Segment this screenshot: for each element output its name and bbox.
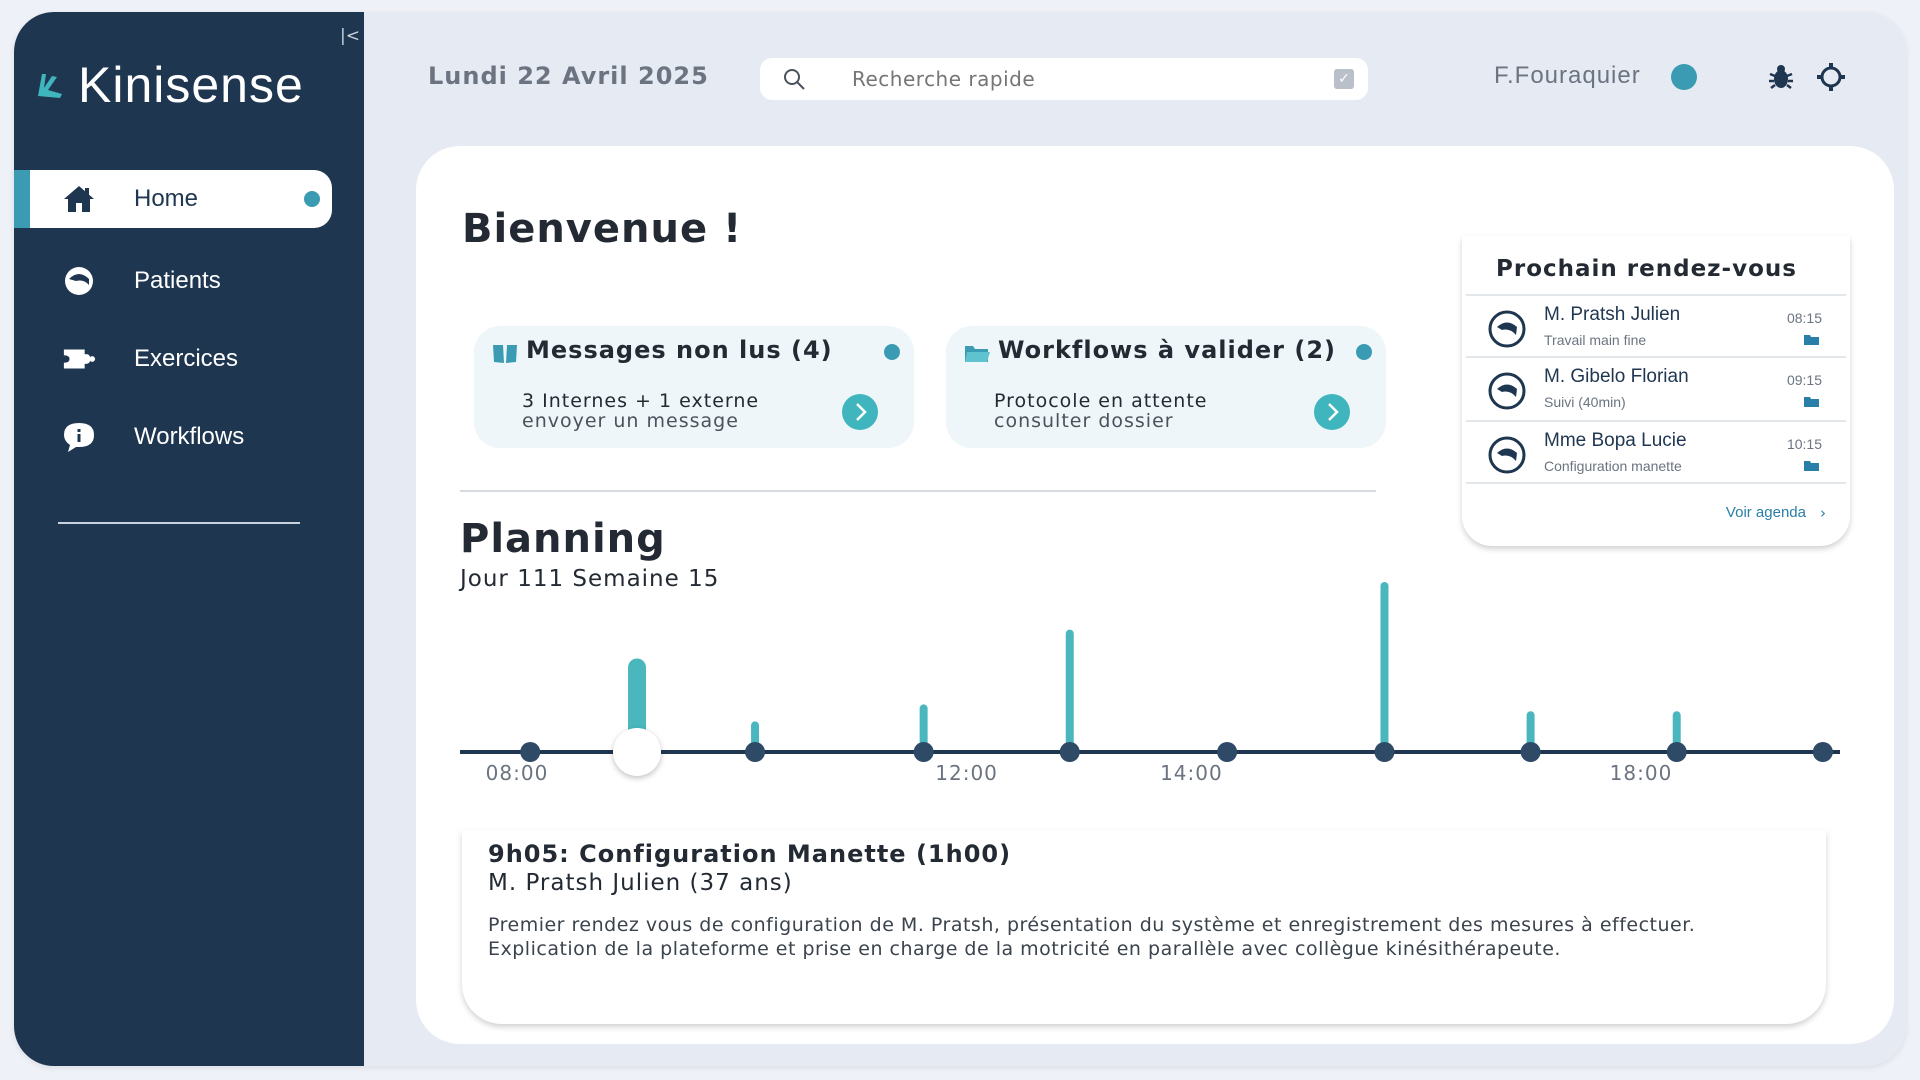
welcome-title: Bienvenue ! [462, 206, 743, 252]
sidebar-item-label: Patients [134, 267, 221, 294]
appointments-title: Prochain rendez-vous [1496, 256, 1797, 282]
appointment-row[interactable]: Mme Bopa Lucie Configuration manette 10:… [1466, 420, 1846, 484]
appointment-row[interactable]: M. Pratsh Julien Travail main fine 08:15 [1466, 294, 1846, 358]
app-logo: Kinisense [34, 56, 304, 114]
timeline-event-bar[interactable] [1672, 711, 1681, 752]
appointment-time: 10:15 [1786, 436, 1822, 452]
detail-description-line-1: Premier rendez vous de configuration de … [488, 914, 1696, 936]
patient-avatar-icon [1488, 310, 1526, 348]
settings-gear-icon[interactable] [1816, 62, 1846, 92]
search-input[interactable] [852, 67, 1292, 91]
folder-icon[interactable] [1804, 334, 1820, 346]
chevron-right-icon [856, 403, 867, 421]
active-indicator-dot [304, 191, 320, 207]
collapse-sidebar-button[interactable]: |< [340, 26, 360, 46]
sidebar-item-label: Home [134, 185, 199, 212]
folder-icon[interactable] [1804, 460, 1820, 472]
workflows-to-validate-card[interactable]: Workflows à valider (2) Protocole en att… [946, 326, 1386, 448]
logo-mark-icon [38, 74, 62, 98]
planning-title: Planning [460, 516, 666, 562]
folder-icon [965, 346, 990, 362]
sidebar-item-label: Exercices [134, 345, 239, 372]
sidebar-item-workflows[interactable]: Workflows [14, 408, 332, 466]
card-line-2: envoyer un message [522, 410, 739, 432]
timeline-event-dot[interactable] [1217, 742, 1238, 762]
unread-messages-card[interactable]: Messages non lus (4) 3 Internes + 1 exte… [474, 326, 914, 448]
timeline-event-dot[interactable] [520, 742, 541, 762]
appointment-desc: Configuration manette [1544, 458, 1682, 474]
main-panel: Bienvenue ! Messages non lus (4) 3 Inter… [416, 146, 1894, 1044]
card-line-2: consulter dossier [994, 410, 1174, 432]
sidebar: |< Kinisense Home Patients Exercices [14, 12, 364, 1066]
appointment-time: 09:15 [1786, 372, 1822, 388]
sidebar-divider [58, 522, 300, 524]
detail-title: 9h05: Configuration Manette (1h00) [488, 840, 1012, 868]
detail-patient: M. Pratsh Julien (37 ans) [488, 870, 793, 896]
user-name[interactable]: F.Fouraquier [1494, 62, 1641, 89]
timeline-event-bar[interactable] [1526, 711, 1535, 752]
appointments-footer-divider [1466, 482, 1846, 484]
patient-head-icon [62, 264, 96, 298]
search-bar[interactable]: ✓ [760, 58, 1368, 100]
timeline-event-dot[interactable] [1666, 742, 1687, 762]
selected-event-marker[interactable] [613, 728, 662, 776]
timeline-event-dot[interactable] [913, 742, 934, 762]
patient-avatar-icon [1488, 372, 1526, 410]
planning-timeline: 08:00 12:00 14:00 18:00 [460, 582, 1840, 785]
patient-avatar-icon [1488, 436, 1526, 474]
home-icon [62, 182, 96, 216]
appointment-desc: Travail main fine [1544, 332, 1647, 348]
timeline-event-bar[interactable] [1065, 629, 1074, 752]
appointment-name: M. Gibelo Florian [1544, 366, 1689, 387]
folder-icon[interactable] [1804, 396, 1820, 408]
appointment-time: 08:15 [1786, 310, 1822, 326]
puzzle-icon [62, 342, 96, 376]
current-date: Lundi 22 Avril 2025 [428, 62, 709, 90]
sidebar-item-patients[interactable]: Patients [14, 252, 332, 310]
notification-dot [884, 344, 900, 360]
chevron-right-icon [1328, 403, 1339, 421]
appointment-row[interactable]: M. Gibelo Florian Suivi (40min) 09:15 [1466, 356, 1846, 420]
open-arrow-button[interactable] [842, 394, 878, 430]
timeline-hour-label: 14:00 [1160, 761, 1223, 785]
checkbox-icon[interactable]: ✓ [1334, 69, 1354, 89]
user-status-dot [1671, 64, 1697, 90]
timeline-event-dot[interactable] [1812, 742, 1833, 762]
section-divider [460, 490, 1376, 492]
open-arrow-button[interactable] [1314, 394, 1350, 430]
card-title: Messages non lus (4) [526, 336, 833, 364]
chevron-right-icon[interactable]: › [1820, 504, 1826, 522]
timeline-hour-label: 08:00 [486, 761, 549, 785]
card-line-1: 3 Internes + 1 externe [522, 390, 760, 412]
view-agenda-link[interactable]: Voir agenda [1725, 504, 1806, 521]
sidebar-item-exercices[interactable]: Exercices [14, 330, 332, 388]
appointment-name: Mme Bopa Lucie [1544, 430, 1687, 451]
sidebar-item-home[interactable]: Home [14, 170, 332, 228]
timeline-event-bar[interactable] [919, 704, 928, 752]
appointment-detail-panel: 9h05: Configuration Manette (1h00) M. Pr… [462, 830, 1826, 1024]
bug-icon[interactable] [1766, 62, 1796, 92]
timeline-event-dot[interactable] [1374, 742, 1395, 762]
detail-description-line-2: Explication de la plateforme et prise en… [488, 938, 1561, 960]
timeline-hour-label: 18:00 [1610, 761, 1673, 785]
chat-bubble-icon [62, 420, 96, 454]
search-icon [784, 69, 805, 90]
app-window: |< Kinisense Home Patients Exercices [14, 12, 1906, 1066]
appointment-name: M. Pratsh Julien [1544, 304, 1681, 325]
app-name: Kinisense [78, 57, 304, 113]
timeline-hour-label: 12:00 [935, 761, 998, 785]
book-icon [493, 345, 517, 363]
appointment-desc: Suivi (40min) [1544, 394, 1626, 410]
next-appointments-panel: Prochain rendez-vous M. Pratsh Julien Tr… [1462, 236, 1850, 546]
timeline-event-dot[interactable] [745, 742, 766, 762]
planning-subtitle: Jour 111 Semaine 15 [460, 566, 720, 592]
timeline-event-dot[interactable] [1059, 742, 1080, 762]
timeline-event-dot[interactable] [1520, 742, 1541, 762]
card-title: Workflows à valider (2) [998, 336, 1336, 364]
timeline-event-bar[interactable] [1380, 582, 1389, 752]
card-line-1: Protocole en attente [994, 390, 1208, 412]
notification-dot [1356, 344, 1372, 360]
sidebar-item-label: Workflows [134, 423, 245, 450]
